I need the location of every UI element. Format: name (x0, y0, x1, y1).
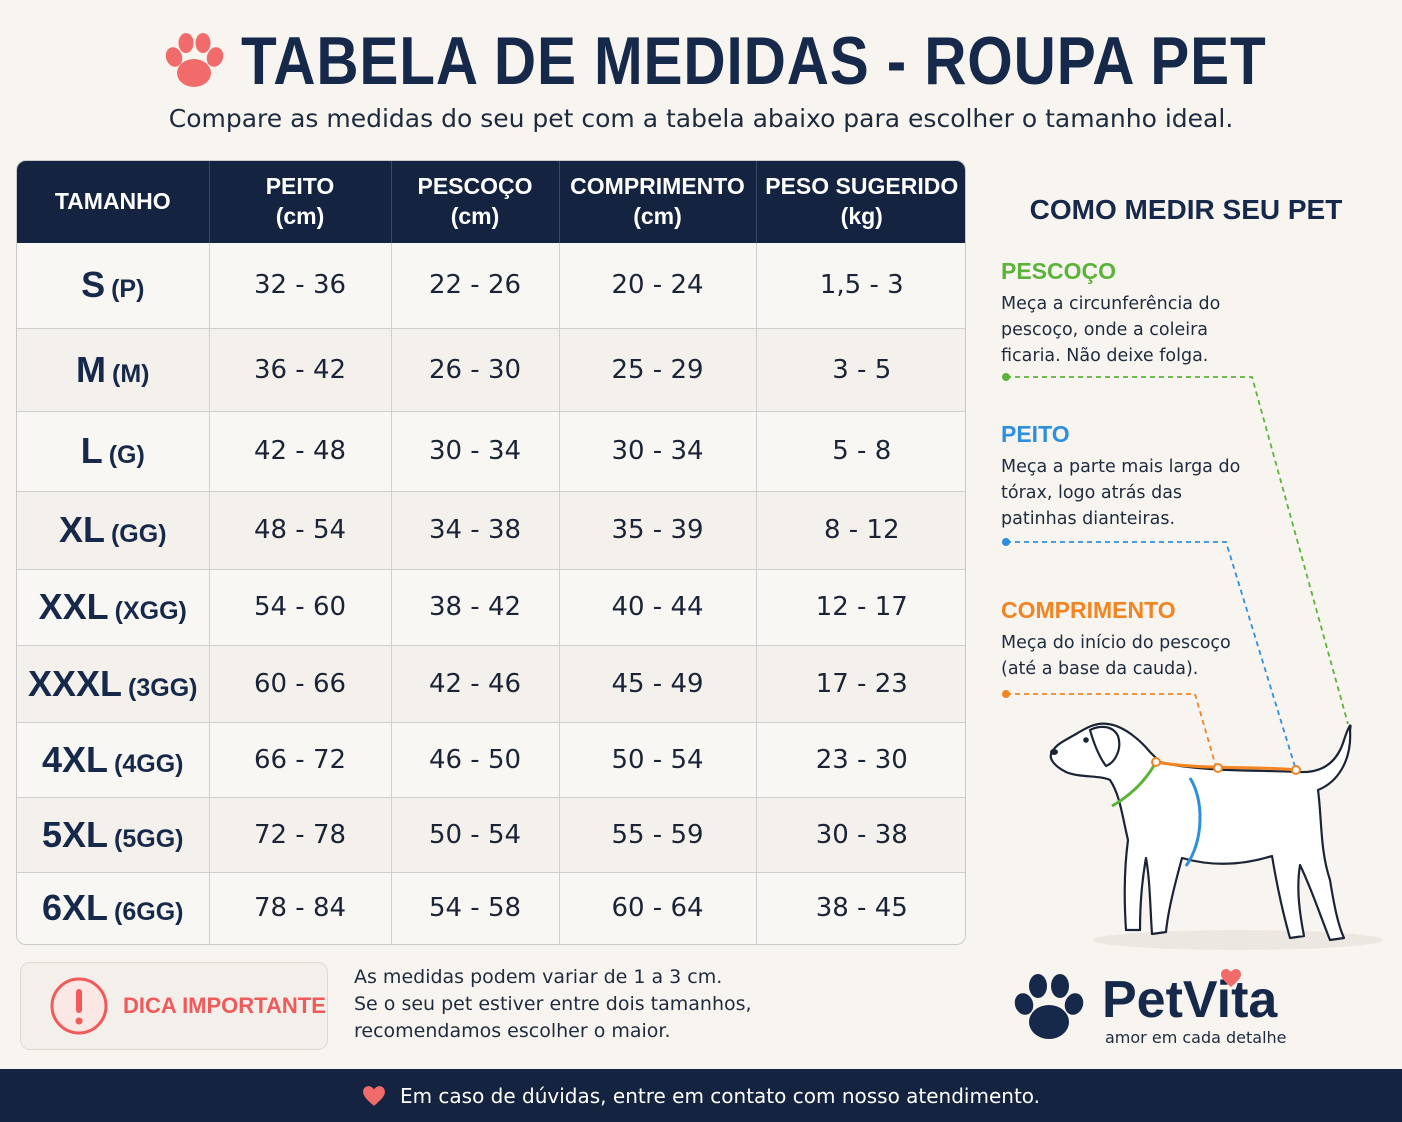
pescoco-cell: 34 - 38 (391, 491, 560, 570)
table-row: 6XL (6GG) 78 - 84 54 - 58 60 - 64 38 - 45 (17, 872, 965, 944)
table-row: L (G) 42 - 48 30 - 34 30 - 34 5 - 8 (17, 411, 965, 492)
comprimento-cell: 45 - 49 (559, 645, 757, 723)
peito-cell: 78 - 84 (209, 872, 392, 944)
comprimento-cell: 60 - 64 (559, 872, 757, 944)
peito-cell: 72 - 78 (209, 797, 392, 873)
pescoco-cell: 54 - 58 (391, 872, 560, 944)
size-cell: 4XL (4GG) (17, 722, 210, 798)
header-tamanho: TAMANHO (17, 161, 210, 243)
size-cell: XXL (XGG) (17, 569, 210, 646)
comprimento-cell: 55 - 59 (559, 797, 757, 873)
page-subtitle: Compare as medidas do seu pet com a tabe… (168, 104, 1234, 133)
table-row: S (P) 32 - 36 22 - 26 20 - 24 1,5 - 3 (17, 243, 965, 329)
tip-line-1: As medidas podem variar de 1 a 3 cm. (354, 966, 723, 988)
measure-peito-label: PEITO (1001, 421, 1070, 447)
size-cell: XL (GG) (17, 491, 210, 570)
peito-cell: 60 - 66 (209, 645, 392, 723)
measure-peito: PEITO Meça a parte mais larga do tórax, … (1001, 421, 1261, 532)
tip-box: DICA IMPORTANTE (20, 962, 328, 1050)
measure-comprimento-text: Meça do início do pescoço (até a base da… (1001, 633, 1231, 679)
table-row: XXXL (3GG) 60 - 66 42 - 46 45 - 49 17 - 2… (17, 645, 965, 723)
table-row: M (M) 36 - 42 26 - 30 25 - 29 3 - 5 (17, 328, 965, 412)
footer-text: Em caso de dúvidas, entre em contato com… (399, 1083, 1041, 1108)
brand-tagline: amor em cada detalhe (1105, 1028, 1287, 1047)
peso-cell: 38 - 45 (756, 872, 965, 944)
pescoco-cell: 30 - 34 (391, 411, 560, 492)
measure-pescoco: PESCOÇO Meça a circunferência do pescoço… (1001, 258, 1261, 369)
size-cell: L (G) (17, 411, 210, 492)
brand-heart-icon (1221, 969, 1241, 987)
tip-text: As medidas podem variar de 1 a 3 cm. Se … (354, 964, 874, 1045)
peso-cell: 3 - 5 (756, 328, 965, 412)
brand-name: PetVita (1102, 971, 1278, 1029)
measure-pescoco-label: PESCOÇO (1001, 258, 1117, 284)
header-peito: PEITO (cm) (209, 161, 392, 243)
comprimento-cell: 20 - 24 (559, 243, 757, 329)
table-row: 5XL (5GG) 72 - 78 50 - 54 55 - 59 30 - 38 (17, 797, 965, 873)
header-pescoco: PESCOÇO (cm) (391, 161, 560, 243)
measure-comprimento-label: COMPRIMENTO (1001, 597, 1176, 623)
peito-cell: 36 - 42 (209, 328, 392, 412)
table-row: XL (GG) 48 - 54 34 - 38 35 - 39 8 - 12 (17, 491, 965, 570)
how-to-title: COMO MEDIR SEU PET (1029, 194, 1343, 225)
peso-cell: 8 - 12 (756, 491, 965, 570)
pescoco-cell: 50 - 54 (391, 797, 560, 873)
peito-cell: 54 - 60 (209, 569, 392, 646)
table-header-row: TAMANHO PEITO (cm) PESCOÇO (cm) COMPRIMENT… (17, 161, 965, 243)
size-cell: 5XL (5GG) (17, 797, 210, 873)
measure-comprimento: COMPRIMENTO Meça do início do pescoço (a… (1001, 597, 1261, 682)
peso-cell: 23 - 30 (756, 722, 965, 798)
table-row: 4XL (4GG) 66 - 72 46 - 50 50 - 54 23 - 30 (17, 722, 965, 798)
page-header: TABELA DE MEDIDAS - ROUPA PET (0, 22, 1402, 100)
size-cell: XXXL (3GG) (17, 645, 210, 723)
comprimento-cell: 35 - 39 (559, 491, 757, 570)
peso-cell: 30 - 38 (756, 797, 965, 873)
comprimento-cell: 25 - 29 (559, 328, 757, 412)
size-cell: M (M) (17, 328, 210, 412)
size-cell: 6XL (6GG) (17, 872, 210, 944)
pescoco-cell: 42 - 46 (391, 645, 560, 723)
brand-logo: PetVita amor em cada detalhe (1010, 969, 1300, 1052)
comprimento-cell: 50 - 54 (559, 722, 757, 798)
paw-icon (165, 33, 224, 87)
peito-cell: 32 - 36 (209, 243, 392, 329)
peso-cell: 17 - 23 (756, 645, 965, 723)
header-comprimento: COMPRIMENTO (cm) (559, 161, 757, 243)
peso-cell: 5 - 8 (756, 411, 965, 492)
peito-cell: 42 - 48 (209, 411, 392, 492)
heart-icon (363, 1085, 385, 1106)
alert-icon (50, 977, 108, 1035)
table-row: XXL (XGG) 54 - 60 38 - 42 40 - 44 12 - 17 (17, 569, 965, 646)
peito-cell: 66 - 72 (209, 722, 392, 798)
pescoco-cell: 26 - 30 (391, 328, 560, 412)
peso-cell: 12 - 17 (756, 569, 965, 646)
tip-line-2: Se o seu pet estiver entre dois tamanhos… (354, 993, 752, 1015)
page-title: TABELA DE MEDIDAS - ROUPA PET (241, 23, 1267, 99)
comprimento-cell: 40 - 44 (559, 569, 757, 646)
measure-pescoco-text: Meça a circunferência do pescoço, onde a… (1001, 294, 1221, 366)
footer-bar: Em caso de dúvidas, entre em contato com… (0, 1069, 1402, 1122)
comprimento-cell: 30 - 34 (559, 411, 757, 492)
brand-paw-icon (1014, 974, 1084, 1039)
pescoco-cell: 38 - 42 (391, 569, 560, 646)
pescoco-cell: 22 - 26 (391, 243, 560, 329)
size-cell: S (P) (17, 243, 210, 329)
tip-line-3: recomendamos escolher o maior. (354, 1020, 671, 1042)
dog-illustration (1002, 373, 1383, 950)
header-peso: PESO SUGERIDO (kg) (756, 161, 965, 243)
peso-cell: 1,5 - 3 (756, 243, 965, 329)
pescoco-cell: 46 - 50 (391, 722, 560, 798)
measure-peito-text: Meça a parte mais larga do tórax, logo a… (1001, 457, 1241, 529)
size-table: TAMANHO PEITO (cm) PESCOÇO (cm) COMPRIMENT… (16, 160, 966, 945)
peito-cell: 48 - 54 (209, 491, 392, 570)
tip-label: DICA IMPORTANTE (123, 993, 326, 1018)
